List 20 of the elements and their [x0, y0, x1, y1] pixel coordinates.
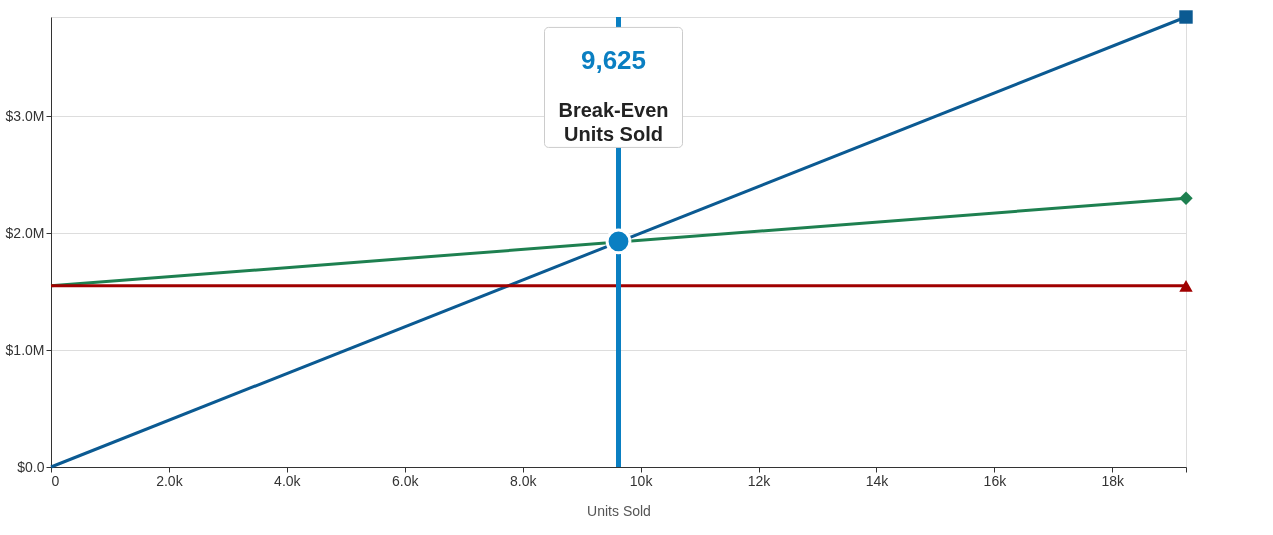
x-tick-label: 0	[51, 472, 60, 489]
annotation: Break-Even Units Sold	[558, 99, 669, 146]
point	[1179, 10, 1193, 24]
y-tick-label: $3.0M	[5, 107, 45, 124]
annotation: 9,625	[580, 45, 647, 76]
x-tick-label: 2.0k	[156, 472, 184, 489]
x-tick-label: 14k	[865, 472, 890, 489]
x-tick-label: 6.0k	[392, 472, 420, 489]
point	[605, 228, 632, 255]
x-tick-label: 10k	[629, 472, 654, 489]
x-tick-label: 4.0k	[274, 472, 302, 489]
y-tick-label: $2.0M	[5, 224, 45, 241]
x-tick-label: 18k	[1101, 472, 1126, 489]
y-tick-label: $0.0	[17, 458, 45, 475]
x-tick-label: 12k	[747, 472, 772, 489]
x-axis-title: Units Sold	[587, 502, 651, 519]
x-tick-label: 16k	[983, 472, 1008, 489]
x-tick-label: 8.0k	[509, 472, 538, 489]
y-tick-label: $1.0M	[5, 341, 45, 358]
point	[1179, 191, 1193, 205]
